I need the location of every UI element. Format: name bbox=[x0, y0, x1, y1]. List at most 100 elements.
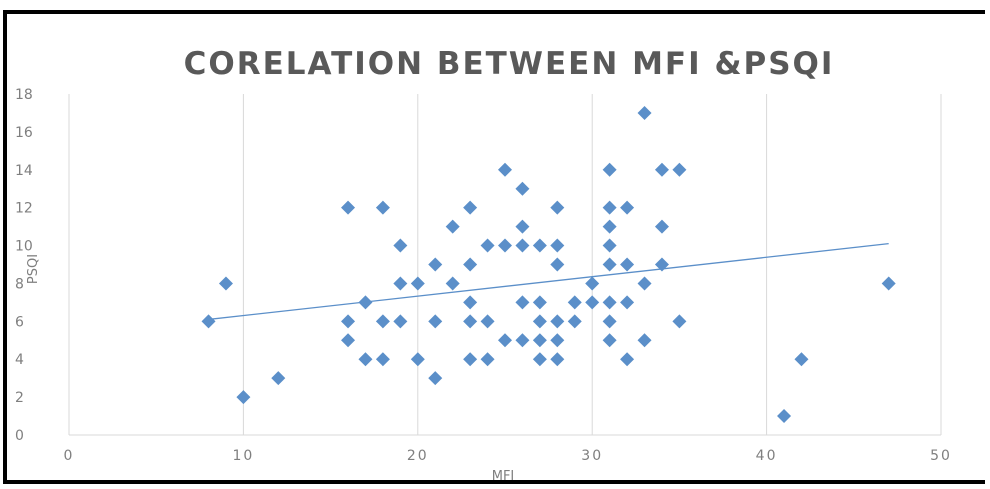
y-axis-ticks: 0 2 4 6 8 10 12 14 16 18 bbox=[15, 87, 33, 444]
data-point bbox=[358, 352, 373, 367]
y-tick-label: 10 bbox=[15, 239, 33, 255]
data-point bbox=[550, 238, 565, 253]
chart-title: CORELATION BETWEEN MFI &PSQI bbox=[184, 46, 835, 82]
data-point bbox=[672, 162, 687, 177]
x-tick-label: 30 bbox=[581, 448, 603, 464]
data-points bbox=[201, 105, 896, 424]
data-point bbox=[602, 333, 617, 348]
data-point bbox=[620, 295, 635, 310]
data-point bbox=[602, 257, 617, 272]
x-tick-label: 50 bbox=[930, 448, 952, 464]
data-point bbox=[532, 295, 547, 310]
data-point bbox=[777, 409, 792, 424]
data-point bbox=[375, 352, 390, 367]
data-point bbox=[341, 314, 356, 329]
data-point bbox=[550, 257, 565, 272]
data-point bbox=[637, 333, 652, 348]
data-point bbox=[794, 352, 809, 367]
data-point bbox=[567, 295, 582, 310]
data-point bbox=[498, 238, 512, 253]
data-point bbox=[410, 352, 425, 367]
data-point bbox=[532, 238, 547, 253]
x-axis-ticks: 0 10 20 30 40 50 bbox=[64, 448, 952, 464]
data-point bbox=[550, 333, 565, 348]
data-point bbox=[480, 352, 495, 367]
data-point bbox=[602, 238, 617, 253]
data-point bbox=[532, 333, 547, 348]
data-point bbox=[585, 295, 600, 310]
data-point bbox=[201, 314, 216, 329]
data-point bbox=[463, 257, 478, 272]
y-tick-label: 14 bbox=[15, 163, 33, 179]
data-point bbox=[393, 314, 408, 329]
y-tick-label: 16 bbox=[15, 125, 33, 141]
x-axis-label: MFI bbox=[492, 469, 515, 484]
data-point bbox=[515, 219, 530, 234]
data-point bbox=[515, 333, 530, 348]
data-point bbox=[881, 276, 896, 291]
data-point bbox=[550, 200, 565, 215]
x-tick-label: 10 bbox=[232, 448, 254, 464]
data-point bbox=[620, 352, 635, 367]
data-point bbox=[654, 219, 669, 234]
data-point bbox=[428, 314, 443, 329]
data-point bbox=[271, 371, 286, 386]
data-point bbox=[341, 333, 356, 348]
trendline-group bbox=[208, 243, 889, 321]
data-point bbox=[567, 314, 582, 329]
data-point bbox=[463, 200, 478, 215]
x-tick-label: 40 bbox=[756, 448, 778, 464]
data-point bbox=[428, 371, 443, 386]
data-point bbox=[532, 314, 547, 329]
data-point bbox=[602, 162, 617, 177]
data-point bbox=[602, 219, 617, 234]
data-point bbox=[498, 162, 512, 177]
data-point bbox=[236, 390, 251, 405]
data-point bbox=[532, 352, 547, 367]
data-point bbox=[550, 314, 565, 329]
data-point bbox=[620, 200, 635, 215]
data-point bbox=[602, 295, 617, 310]
data-point bbox=[428, 257, 443, 272]
data-point bbox=[410, 276, 425, 291]
data-point bbox=[498, 333, 512, 348]
data-point bbox=[620, 257, 635, 272]
data-point bbox=[375, 200, 390, 215]
trendline bbox=[208, 243, 889, 321]
y-tick-label: 0 bbox=[15, 428, 24, 444]
data-point bbox=[445, 219, 460, 234]
data-point bbox=[550, 352, 565, 367]
data-point bbox=[463, 352, 478, 367]
data-point bbox=[637, 105, 652, 120]
x-tick-label: 0 bbox=[64, 448, 75, 464]
data-point bbox=[375, 314, 390, 329]
data-point bbox=[602, 314, 617, 329]
data-point bbox=[637, 276, 652, 291]
data-point bbox=[672, 314, 687, 329]
chart-frame: CORELATION BETWEEN MFI &PSQI 0 2 4 6 8 10 12 14… bbox=[3, 10, 985, 484]
data-point bbox=[515, 295, 530, 310]
data-point bbox=[393, 276, 408, 291]
data-point bbox=[585, 276, 600, 291]
y-tick-label: 6 bbox=[15, 314, 24, 330]
data-point bbox=[480, 314, 495, 329]
data-point bbox=[654, 257, 669, 272]
y-tick-label: 4 bbox=[15, 352, 24, 368]
data-point bbox=[480, 238, 495, 253]
data-point bbox=[515, 238, 530, 253]
data-point bbox=[445, 276, 460, 291]
y-tick-label: 12 bbox=[15, 201, 33, 217]
y-tick-label: 2 bbox=[15, 390, 24, 406]
x-tick-label: 20 bbox=[407, 448, 429, 464]
data-point bbox=[393, 238, 408, 253]
grid-lines bbox=[68, 94, 942, 436]
data-point bbox=[654, 162, 669, 177]
data-point bbox=[218, 276, 233, 291]
data-point bbox=[602, 200, 617, 215]
scatter-chart: CORELATION BETWEEN MFI &PSQI 0 2 4 6 8 10 12 14… bbox=[15, 46, 952, 484]
y-tick-label: 8 bbox=[15, 276, 24, 292]
data-point bbox=[515, 181, 530, 196]
data-point bbox=[463, 314, 478, 329]
y-axis-label: PSQI bbox=[26, 254, 41, 284]
data-point bbox=[341, 200, 356, 215]
